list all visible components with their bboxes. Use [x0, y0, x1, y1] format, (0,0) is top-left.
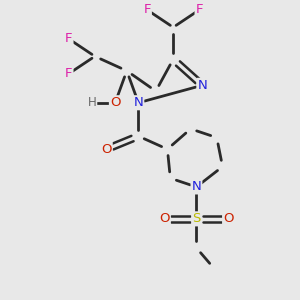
Text: F: F [65, 67, 73, 80]
Text: N: N [192, 180, 201, 194]
Text: O: O [110, 96, 120, 109]
Text: S: S [192, 212, 201, 225]
Text: N: N [197, 79, 207, 92]
Text: F: F [196, 3, 203, 16]
Text: F: F [65, 32, 73, 45]
Text: O: O [101, 143, 112, 156]
Text: H: H [88, 96, 96, 109]
Text: F: F [143, 3, 151, 16]
Text: O: O [159, 212, 170, 225]
Text: N: N [134, 96, 143, 109]
Text: O: O [223, 212, 234, 225]
